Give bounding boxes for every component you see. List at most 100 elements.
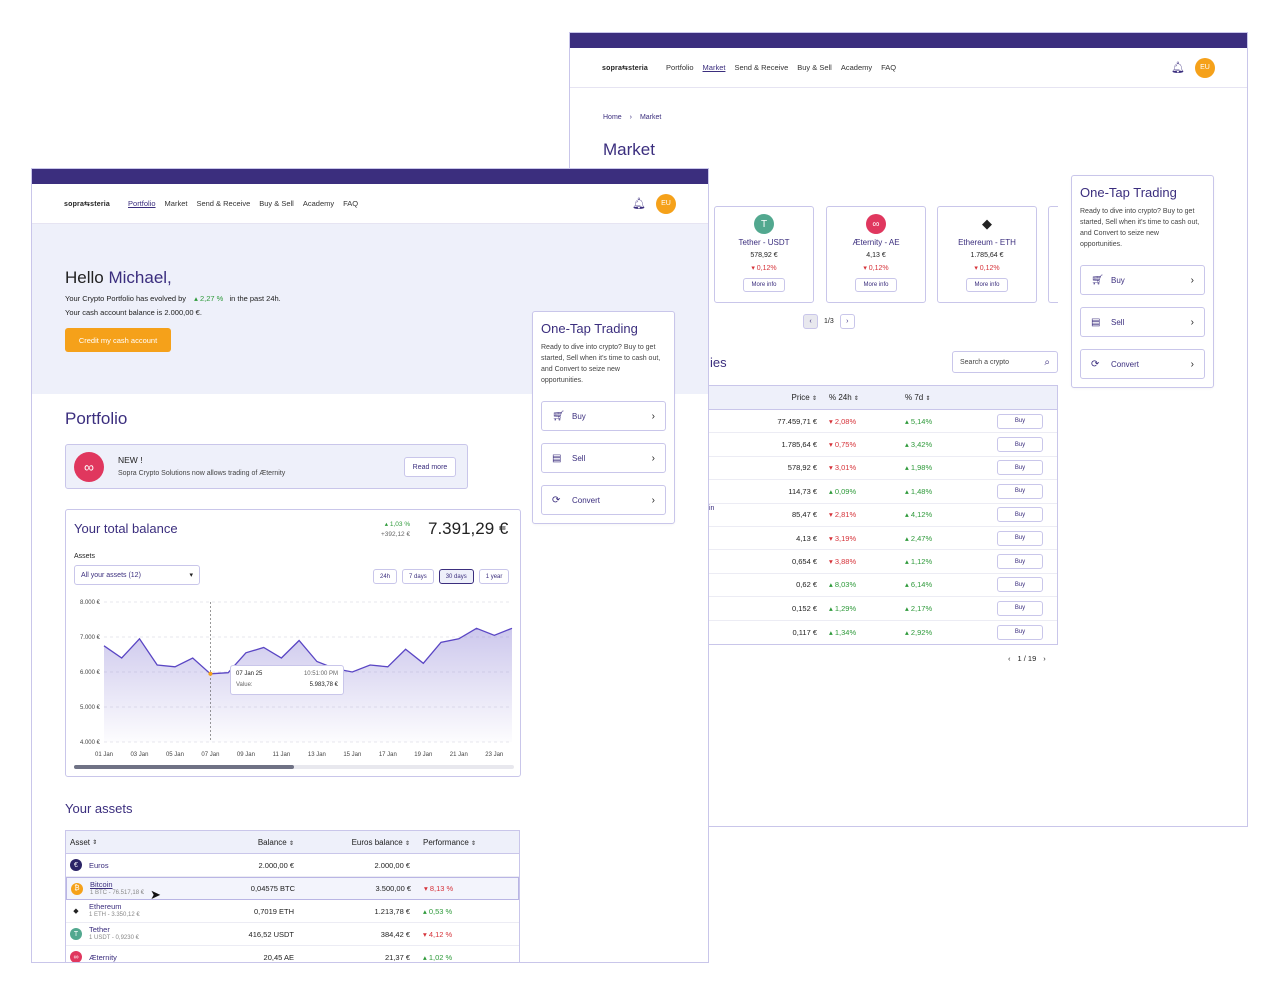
x-tick-label: 11 Jan xyxy=(273,752,291,758)
row-buy-button[interactable]: Buy xyxy=(997,483,1043,499)
col-24h[interactable]: % 24h ⇕ xyxy=(829,393,859,402)
search-icon[interactable]: ⌕ xyxy=(1044,356,1050,368)
nav-buy-sell[interactable]: Buy & Sell xyxy=(259,199,294,208)
avatar[interactable]: EU xyxy=(1195,57,1215,78)
period-30-days[interactable]: 30 days xyxy=(438,569,474,584)
ternity-icon: ∞ xyxy=(70,951,82,962)
period-24h[interactable]: 24h xyxy=(373,569,398,584)
row-buy-button[interactable]: Buy xyxy=(997,530,1043,546)
table-row[interactable]: ∞ Æternity 20,45 AE 21,37 € ▴ 1,02 % xyxy=(66,946,519,962)
row-7d: ▴ 6,14% xyxy=(905,580,933,590)
row-buy-button[interactable]: Buy xyxy=(997,437,1043,453)
breadcrumb-separator-icon: › xyxy=(629,114,632,121)
table-row[interactable]: ₿ Bitcoin 1 BTC - 76.517,18 € 0,04575 BTC 3.… xyxy=(66,877,519,900)
chevron-right-icon: › xyxy=(1190,274,1194,286)
crypto-card-name: Ethereum - ETH xyxy=(958,238,1016,247)
table-next-icon[interactable]: › xyxy=(1043,654,1046,663)
nav-send-receive[interactable]: Send & Receive xyxy=(734,63,789,72)
nav-buy-sell[interactable]: Buy & Sell xyxy=(797,63,832,72)
nav-send-receive[interactable]: Send & Receive xyxy=(196,199,251,208)
more-info-button[interactable]: More info xyxy=(855,278,897,292)
crypto-card-tether[interactable]: T Tether - USDT 578,92 € ▾ 0,12% More in… xyxy=(714,206,814,303)
crypto-card-aeternity[interactable]: ∞ Æternity - AE 4,13 € ▾ 0,12% More info xyxy=(826,206,926,303)
row-buy-button[interactable]: Buy xyxy=(997,413,1043,429)
nav-portfolio[interactable]: Portfolio xyxy=(128,199,156,208)
bell-icon[interactable]: 🔔︎ xyxy=(1171,62,1185,74)
asset-name[interactable]: Bitcoin xyxy=(90,879,113,889)
row-price: 1.785,64 € xyxy=(781,440,817,450)
asset-performance: ▾ 8,13 % xyxy=(424,884,454,893)
nav-academy[interactable]: Academy xyxy=(840,63,873,72)
nav-faq[interactable]: FAQ xyxy=(343,199,359,208)
bell-icon[interactable]: 🔔︎ xyxy=(632,198,646,210)
convert-button[interactable]: ⟳ Convert › xyxy=(1080,349,1205,379)
asset-balance: 20,45 AE xyxy=(263,952,294,962)
one-tap-trading-card-market: One-Tap Trading Ready to dive into crypt… xyxy=(1071,175,1214,388)
row-price: 85,47 € xyxy=(791,510,817,520)
buy-button[interactable]: 🛒︎ Buy › xyxy=(541,401,666,431)
balance-value: 7.391,29 € xyxy=(428,519,509,538)
more-info-button[interactable]: More info xyxy=(743,278,785,292)
sell-button[interactable]: ▤ Sell › xyxy=(1080,307,1205,337)
convert-button[interactable]: ⟳ Convert › xyxy=(541,485,666,515)
x-tick-label: 07 Jan xyxy=(201,752,219,758)
table-row[interactable]: € Euros 2.000,00 € 2.000,00 € xyxy=(66,854,519,877)
table-prev-icon[interactable]: ‹ xyxy=(1008,654,1011,663)
row-buy-button[interactable]: Buy xyxy=(997,600,1043,616)
period-7-days[interactable]: 7 days xyxy=(402,569,434,584)
next-page-button[interactable]: › xyxy=(839,314,855,329)
more-info-button[interactable]: More info xyxy=(966,278,1008,292)
chevron-right-icon: › xyxy=(651,452,655,464)
sell-button[interactable]: ▤ Sell › xyxy=(541,443,666,473)
nav-market[interactable]: Market xyxy=(702,63,726,72)
crypto-card-name: Æternity - AE xyxy=(852,238,900,247)
prev-page-button[interactable]: ‹ xyxy=(803,314,818,329)
chart-scrollbar-thumb[interactable] xyxy=(74,765,294,769)
asset-euros-balance: 1.213,78 € xyxy=(374,906,410,916)
chart-scrollbar[interactable] xyxy=(74,765,514,769)
table-row[interactable]: ◆ Ethereum 1 ETH - 3.350,12 € 0,7019 ETH 1.2… xyxy=(66,900,519,923)
credit-cash-button[interactable]: Credit my cash account xyxy=(65,328,171,352)
nav-market[interactable]: Market xyxy=(164,199,188,208)
asset-performance: ▾ 4,12 % xyxy=(423,929,453,939)
col-euros-balance[interactable]: Euros balance ⇕ xyxy=(351,837,410,847)
row-buy-button[interactable]: Buy xyxy=(997,460,1043,476)
breadcrumb-home[interactable]: Home xyxy=(603,114,622,121)
chevron-right-icon: › xyxy=(651,494,655,506)
avatar[interactable]: EU xyxy=(656,193,676,214)
nav-faq[interactable]: FAQ xyxy=(881,63,897,72)
tether-icon: T xyxy=(70,928,82,940)
mouse-cursor-icon: ➤ xyxy=(150,887,161,902)
ethereum-icon: ◆ xyxy=(70,905,82,917)
buy-button[interactable]: 🛒︎ Buy › xyxy=(1080,265,1205,295)
row-buy-button[interactable]: Buy xyxy=(997,624,1043,640)
asset-name: Euros xyxy=(89,860,109,870)
col-price[interactable]: Price ⇕ xyxy=(791,393,818,402)
col-balance[interactable]: Balance ⇕ xyxy=(257,837,294,847)
read-more-button[interactable]: Read more xyxy=(404,457,456,477)
breadcrumb: Home › Market xyxy=(603,114,661,121)
cart-icon: 🛒︎ xyxy=(552,410,565,422)
asset-balance: 0,04575 BTC xyxy=(250,884,295,893)
assets-select[interactable]: All your assets (12) ▾ xyxy=(74,565,200,585)
nav-academy[interactable]: Academy xyxy=(302,199,335,208)
col-7d[interactable]: % 7d ⇕ xyxy=(905,393,931,402)
crypto-card-partial xyxy=(1048,206,1058,303)
sort-icon: ⇕ xyxy=(404,840,410,847)
table-row[interactable]: T Tether 1 USDT - 0,9230 € 416,52 USDT 384,4… xyxy=(66,923,519,946)
search-crypto-input[interactable]: Search a crypto ⌕ xyxy=(952,351,1058,373)
row-buy-button[interactable]: Buy xyxy=(997,577,1043,593)
up-arrow-icon: ▴ xyxy=(829,603,835,613)
ethereum-icon: ◆ xyxy=(977,214,997,234)
col-asset[interactable]: Asset ⇕ xyxy=(70,837,98,847)
asset-rate: 1 BTC - 76.517,18 € xyxy=(90,889,145,896)
crypto-card-ethereum[interactable]: ◆ Ethereum - ETH 1.785,64 € ▾ 0,12% More… xyxy=(937,206,1037,303)
nav-portfolio[interactable]: Portfolio xyxy=(666,63,694,72)
row-buy-button[interactable]: Buy xyxy=(997,554,1043,570)
period-1-year[interactable]: 1 year xyxy=(478,569,510,584)
x-tick-label: 03 Jan xyxy=(130,752,148,758)
row-buy-button[interactable]: Buy xyxy=(997,507,1043,523)
col-performance[interactable]: Performance ⇕ xyxy=(423,837,477,847)
tooltip-time: 10:51:00 PM xyxy=(303,671,338,677)
row-24h: ▴ 1,34% xyxy=(829,627,857,637)
